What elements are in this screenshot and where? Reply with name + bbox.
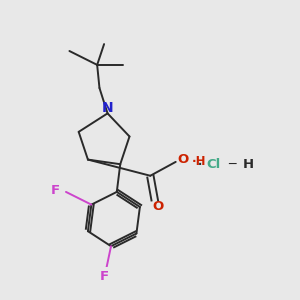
Text: ·H: ·H — [192, 155, 206, 168]
Text: H: H — [243, 158, 254, 171]
Text: F: F — [100, 270, 109, 284]
Text: O: O — [153, 200, 164, 213]
Text: F: F — [51, 184, 60, 197]
Text: Cl: Cl — [207, 158, 221, 171]
Text: N: N — [102, 100, 113, 115]
Text: O: O — [177, 153, 188, 166]
Text: ─: ─ — [229, 158, 236, 171]
Text: ·: · — [197, 156, 203, 175]
